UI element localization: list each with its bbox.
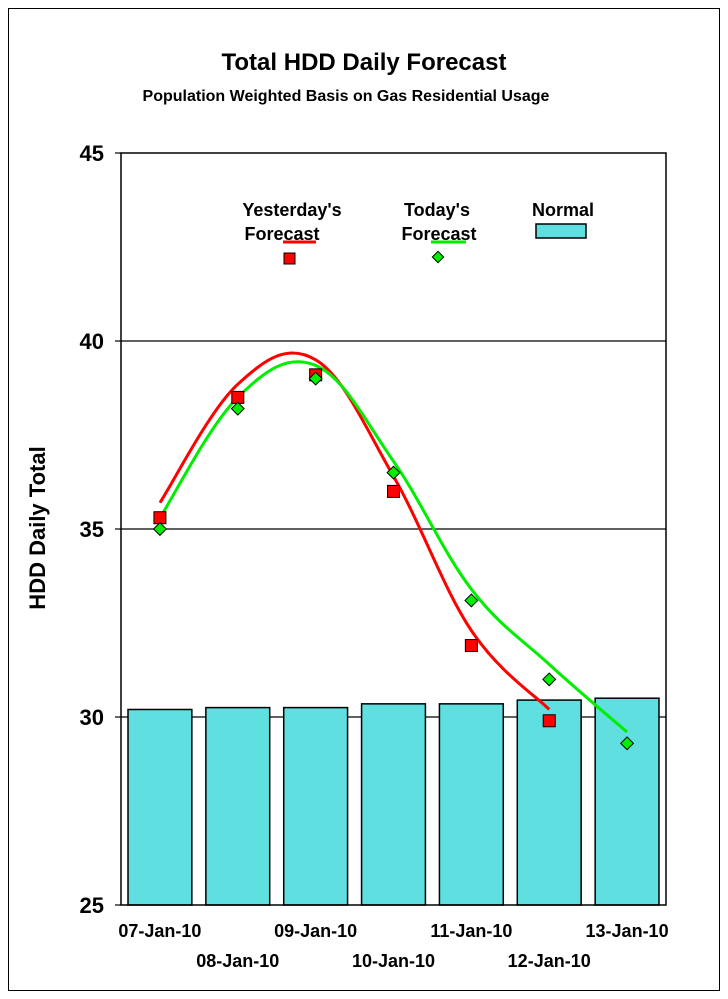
legend-yesterday-label-line2: Forecast bbox=[244, 224, 319, 244]
legend-normal-label: Normal bbox=[532, 200, 594, 220]
legend-yesterday-label-line1: Yesterday's bbox=[242, 200, 341, 220]
marker-yesterday bbox=[387, 484, 400, 498]
marker-today bbox=[152, 521, 167, 537]
x-tick-label: 13-Jan-10 bbox=[586, 921, 669, 941]
legend-today-label-line1: Today's bbox=[404, 200, 470, 220]
legend-today-marker bbox=[431, 250, 445, 264]
bar-normal bbox=[282, 706, 349, 906]
marker-today bbox=[386, 465, 401, 480]
marker-today bbox=[230, 401, 245, 416]
x-tick-label: 10-Jan-10 bbox=[352, 951, 435, 971]
y-tick-label: 35 bbox=[80, 517, 104, 542]
marker-yesterday bbox=[231, 390, 245, 404]
bar-normal bbox=[360, 703, 427, 906]
marker-yesterday bbox=[153, 511, 167, 525]
legend-yesterday-marker bbox=[283, 252, 296, 265]
y-tick-label: 30 bbox=[80, 705, 104, 730]
bar-normal bbox=[205, 706, 271, 906]
chart-subtitle: Population Weighted Basis on Gas Residen… bbox=[143, 88, 550, 105]
legend-today-label-line2: Forecast bbox=[401, 224, 476, 244]
y-tick-label: 25 bbox=[80, 893, 104, 918]
bar-normal bbox=[127, 708, 193, 906]
marker-yesterday bbox=[542, 714, 556, 728]
y-axis-label: HDD Daily Total bbox=[25, 446, 50, 609]
legend-normal-swatch bbox=[535, 223, 587, 239]
legend: Yesterday's Forecast Today's Forecast No… bbox=[242, 200, 594, 265]
x-tick-label: 09-Jan-10 bbox=[274, 921, 357, 941]
marker-today bbox=[308, 371, 323, 386]
marker-today bbox=[542, 672, 557, 687]
x-tick-label: 08-Jan-10 bbox=[196, 951, 279, 971]
marker-today bbox=[620, 736, 635, 751]
x-tick-label: 12-Jan-10 bbox=[508, 951, 591, 971]
plot-area: 25 30 35 40 45 07-Jan-10 08-Jan-10 09-Jan-10 10-… bbox=[80, 141, 669, 971]
marker-today bbox=[464, 593, 479, 608]
bar-normal bbox=[594, 697, 660, 906]
line-yesterday bbox=[158, 351, 551, 711]
y-tick-label: 45 bbox=[80, 141, 104, 166]
bar-normal bbox=[516, 699, 582, 906]
bar-normal bbox=[438, 703, 505, 906]
chart-title: Total HDD Daily Forecast bbox=[222, 49, 507, 76]
x-tick-label: 11-Jan-10 bbox=[430, 921, 512, 941]
y-tick-label: 40 bbox=[80, 329, 104, 354]
marker-yesterday bbox=[464, 639, 478, 653]
x-tick-label: 07-Jan-10 bbox=[118, 921, 201, 941]
